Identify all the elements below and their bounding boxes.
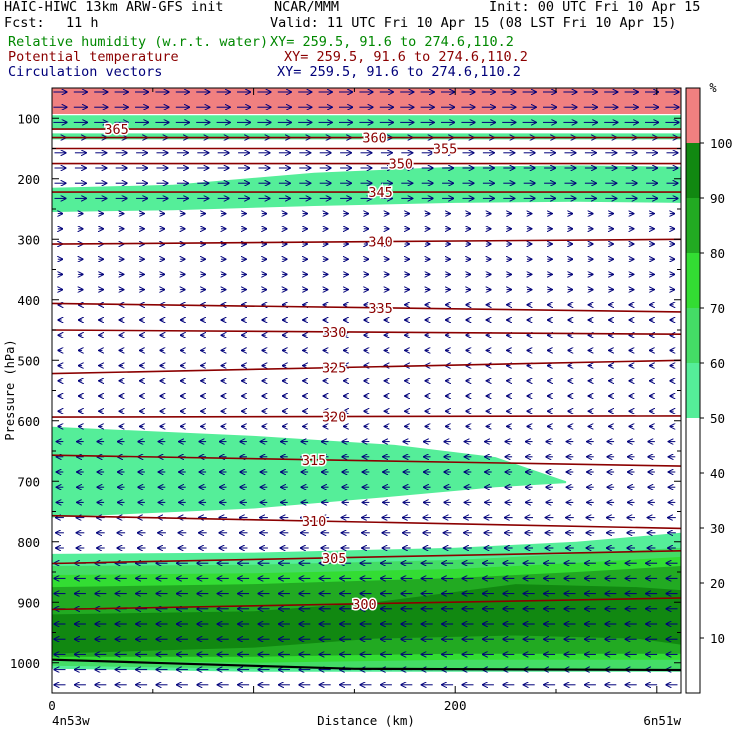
theta-label-315: 315	[302, 453, 326, 469]
x-tick-label-0: 0	[48, 698, 56, 713]
theta-label-320: 320	[322, 410, 346, 426]
field-xy-vectors: XY= 259.5, 91.6 to 274.6,110.2	[277, 64, 521, 80]
colorbar-tick-label-30: 30	[710, 521, 725, 536]
field-name-vectors: Circulation vectors	[8, 64, 163, 80]
colorbar-unit: %	[709, 81, 717, 95]
terrain-layer	[52, 658, 681, 672]
colorbar-tick-label-40: 40	[710, 466, 725, 481]
humidity-region	[52, 426, 567, 518]
circulation-vectors-layer	[53, 92, 678, 685]
theta-contour-315	[52, 454, 681, 467]
theta-contour-340	[52, 238, 681, 245]
theta-contour-335	[52, 302, 681, 313]
colorbar-bin-90	[686, 143, 700, 198]
terrain-line	[52, 658, 681, 672]
colorbar-tick-label-80: 80	[710, 246, 725, 261]
colorbar-tick-label-20: 20	[710, 576, 725, 591]
theta-label-350: 350	[389, 157, 413, 173]
y-tick-label-1000: 1000	[10, 656, 40, 671]
left-endpoint-label: 4n53w	[52, 713, 90, 728]
y-tick-label-500: 500	[17, 353, 40, 368]
theta-contour-305	[52, 550, 681, 565]
org-label: NCAR/MMM	[274, 0, 340, 15]
init-time: Init: 00 UTC Fri 10 Apr 15	[489, 0, 701, 15]
colorbar-tick-label-60: 60	[710, 356, 725, 371]
theta-contour-330	[52, 329, 681, 335]
colorbar-bin-100	[686, 88, 700, 143]
model-title: HAIC-HIWC 13km ARW-GFS init	[4, 0, 224, 15]
y-axis-label: Pressure (hPa)	[3, 339, 17, 440]
theta-contour-320	[52, 415, 681, 418]
theta-label-355: 355	[433, 142, 457, 158]
theta-contour-310	[52, 514, 681, 530]
humidity-fill-layer	[52, 88, 681, 672]
theta-label-340: 340	[368, 235, 392, 251]
theta-label-300: 300	[352, 597, 376, 613]
colorbar-bin-60	[686, 308, 700, 363]
field-xy-theta: XY= 259.5, 91.6 to 274.6,110.2	[284, 49, 528, 65]
colorbar-tick-label-70: 70	[710, 301, 725, 316]
theta-label-335: 335	[368, 301, 392, 317]
y-tick-label-300: 300	[17, 232, 40, 247]
colorbar-tick-label-90: 90	[710, 191, 725, 206]
y-tick-label-800: 800	[17, 535, 40, 550]
colorbar-bin-80	[686, 198, 700, 253]
theta-label-365: 365	[104, 122, 128, 138]
colorbar-tick-label-10: 10	[710, 631, 725, 646]
theta-label-345: 345	[368, 185, 392, 201]
theta-label-360: 360	[362, 131, 386, 147]
y-tick-label-900: 900	[17, 595, 40, 610]
y-tick-label-200: 200	[17, 172, 40, 187]
colorbar: 10 20 30 40 50 60 70 80 90 100	[685, 87, 733, 694]
colorbar-tick-label-100: 100	[710, 136, 733, 151]
theta-label-305: 305	[322, 551, 346, 567]
y-tick-label-100: 100	[17, 111, 40, 126]
theta-contour-325	[52, 359, 681, 375]
axes-layer: 100 200 300 400 500 600 700 800 900 1000 0 200	[10, 88, 681, 713]
forecast-label: Fcst:	[4, 15, 45, 31]
forecast-hour: 11 h	[66, 15, 99, 31]
colorbar-tick-label-50: 50	[710, 411, 725, 426]
y-tick-label-700: 700	[17, 474, 40, 489]
y-tick-label-600: 600	[17, 414, 40, 429]
x-axis-label: Distance (km)	[317, 713, 415, 728]
theta-label-325: 325	[322, 361, 346, 377]
y-tick-label-400: 400	[17, 293, 40, 308]
theta-contour-300	[52, 597, 681, 611]
colorbar-bin-70	[686, 253, 700, 308]
colorbar-bin-50	[686, 363, 700, 418]
x-tick-label-200: 200	[444, 698, 467, 713]
theta-label-310: 310	[302, 514, 326, 530]
field-name-theta: Potential temperature	[8, 49, 179, 65]
field-name-rh: Relative humidity (w.r.t. water)	[8, 34, 269, 50]
theta-label-330: 330	[322, 325, 346, 341]
right-endpoint-label: 6n51w	[643, 713, 681, 728]
valid-time: Valid: 11 UTC Fri 10 Apr 15 (08 LST Fri …	[270, 15, 677, 31]
potential-temperature-layer: 365 360 355 350 345 340 335 330 325 320 315 310 305 3…	[52, 121, 681, 614]
field-xy-rh: XY= 259.5, 91.6 to 274.6,110.2	[270, 34, 514, 50]
colorbar-frame	[685, 87, 701, 694]
